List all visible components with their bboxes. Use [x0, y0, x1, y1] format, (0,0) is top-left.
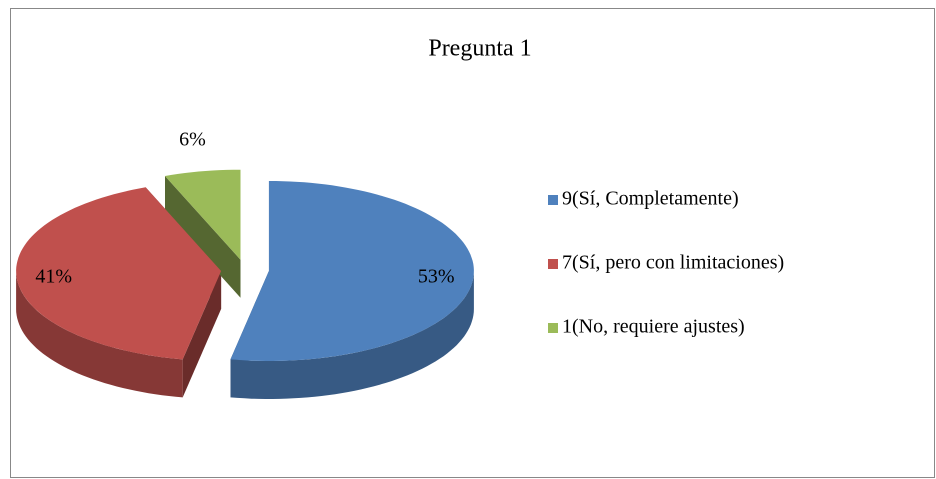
- slice-side: [230, 271, 474, 399]
- legend-swatch: [548, 259, 558, 269]
- slice: [230, 181, 474, 361]
- slice-side: [16, 271, 183, 398]
- data-label: 53%: [418, 266, 455, 288]
- legend-label: 9(Sí, Completamente): [562, 188, 739, 210]
- slice-cut-face: [165, 176, 241, 298]
- chart-title: Pregunta 1: [428, 36, 531, 62]
- legend-label: 7(Sí, pero con limitaciones): [562, 252, 784, 274]
- legend-label: 1(No, requiere ajustes): [562, 316, 745, 338]
- legend-swatch: [548, 195, 558, 205]
- slice: [16, 187, 222, 360]
- slice: [165, 169, 241, 260]
- slice-cut-face: [182, 271, 222, 398]
- legend-swatch: [548, 323, 558, 333]
- data-label: 6%: [179, 129, 206, 151]
- data-label: 41%: [35, 266, 72, 288]
